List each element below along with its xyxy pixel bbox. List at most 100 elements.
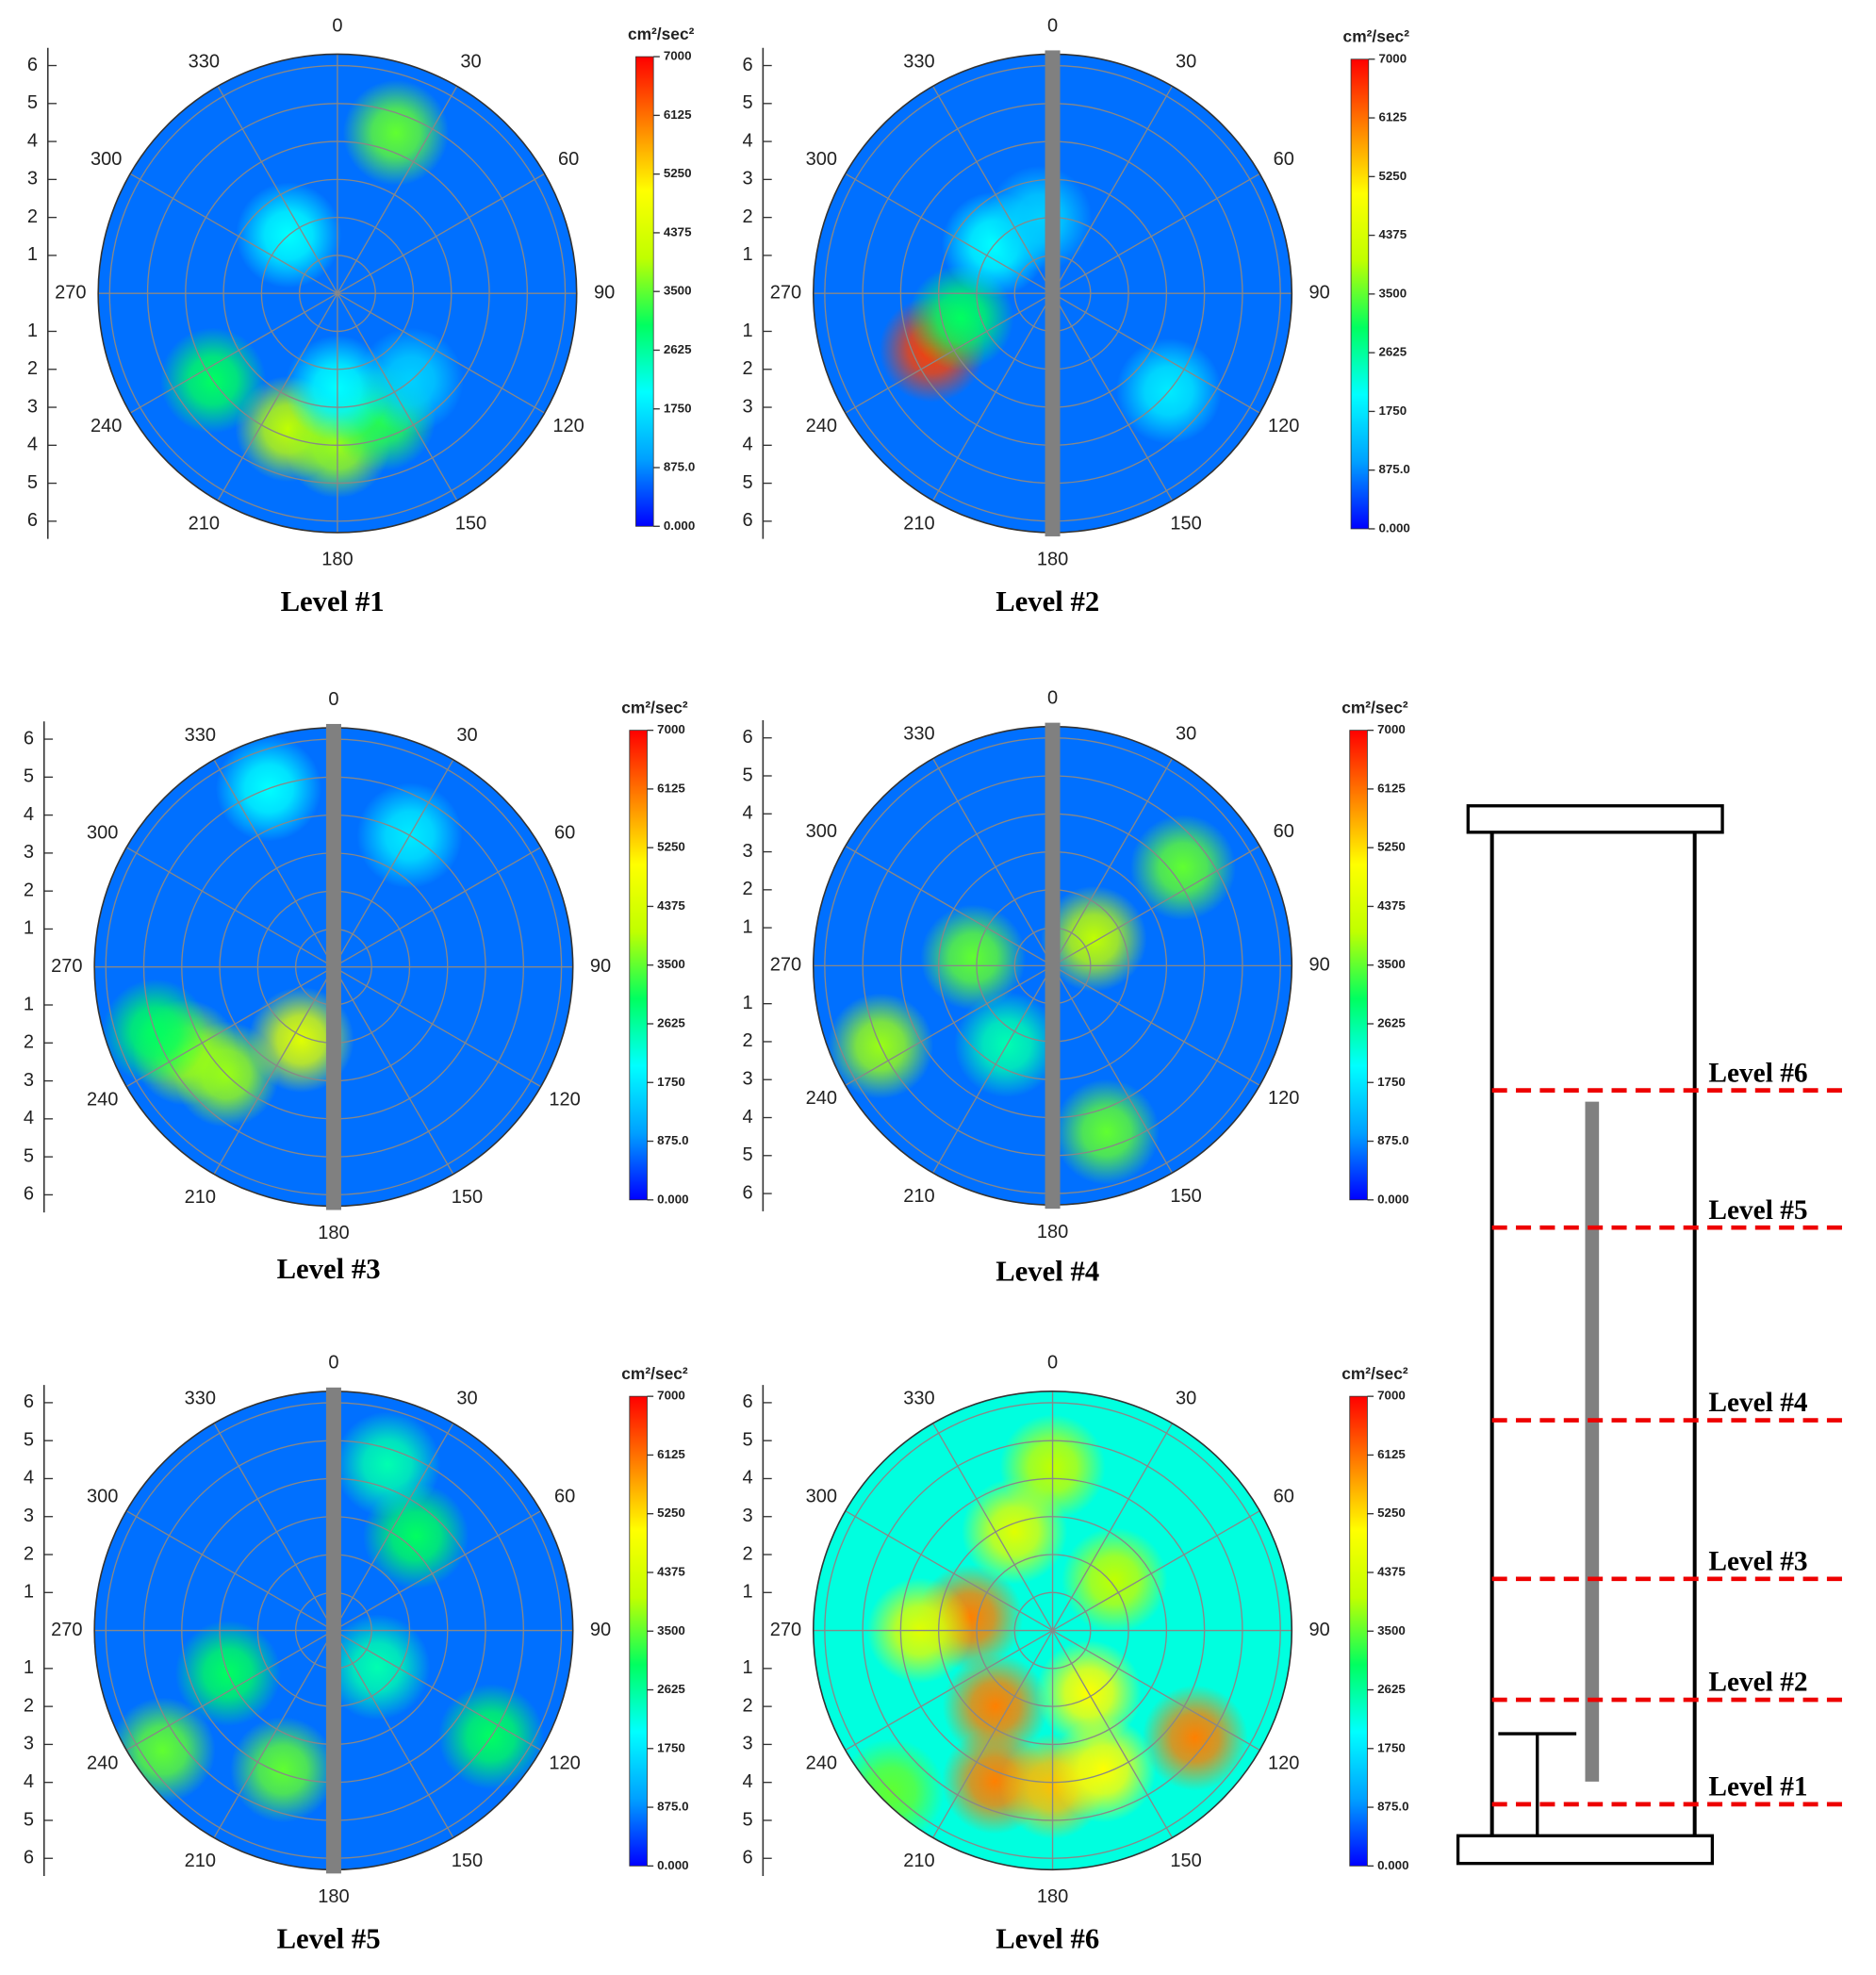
- colorbar-tick-label: 6125: [657, 781, 685, 795]
- angle-label: 300: [87, 1486, 118, 1506]
- r-tick-label: 3: [743, 1069, 753, 1090]
- colorbar-tick-label: 2625: [657, 1682, 685, 1696]
- colorbar-tick-label: 3500: [1377, 1623, 1406, 1638]
- angle-label: 210: [903, 1186, 934, 1207]
- r-tick-label: 6: [27, 510, 38, 531]
- heatmap: [879, 165, 1223, 444]
- angle-label: 180: [318, 1886, 349, 1907]
- angle-label: 0: [1047, 15, 1058, 36]
- r-tick-label: 1: [743, 916, 753, 937]
- r-tick-label: 5: [743, 1809, 753, 1830]
- angle-label: 240: [806, 416, 837, 436]
- r-tick-label: 4: [24, 1468, 34, 1489]
- plot-border: [97, 53, 578, 534]
- r-tick-label: 6: [743, 1391, 753, 1412]
- grid-spoke: [1052, 845, 1260, 966]
- colorbar-tick-label: 1750: [657, 1740, 685, 1754]
- grid-spoke: [333, 1423, 454, 1631]
- angle-label: 330: [185, 725, 216, 746]
- angle-label: 90: [1309, 282, 1330, 303]
- r-tick-label: 1: [743, 244, 753, 265]
- r-tick-label: 1: [24, 994, 34, 1014]
- grid-spoke: [333, 966, 454, 1175]
- colorbar-tick-label: 5250: [1378, 169, 1407, 183]
- grid-spoke: [337, 173, 546, 294]
- angle-label: 270: [770, 955, 801, 976]
- r-tick-label: 5: [24, 1809, 34, 1830]
- angle-label: 210: [903, 514, 934, 535]
- colorbar-tick-label: 3500: [1377, 957, 1406, 971]
- r-tick-label: 6: [743, 55, 753, 75]
- grid-spoke: [1052, 173, 1260, 294]
- r-tick-label: 5: [743, 472, 753, 493]
- r-tick-label: 5: [27, 92, 38, 113]
- r-tick-label: 1: [27, 244, 38, 265]
- angle-label: 240: [806, 1088, 837, 1109]
- r-tick-label: 5: [743, 1429, 753, 1450]
- hotspot: [342, 79, 450, 186]
- colorbar-tick-label: 7000: [657, 722, 685, 736]
- chart-title: Level #4: [996, 1256, 1099, 1288]
- grid-spoke: [932, 292, 1054, 502]
- heatmap: [827, 815, 1236, 1185]
- r-tick-label: 3: [743, 1734, 753, 1754]
- r-tick-label: 1: [24, 1657, 34, 1678]
- r-tick-label: 3: [743, 1506, 753, 1526]
- angle-label: 150: [455, 514, 486, 535]
- r-tick-label: 3: [27, 396, 38, 417]
- angle-label: 210: [903, 1851, 934, 1871]
- r-tick-label: 6: [743, 727, 753, 748]
- r-tick-label: 2: [24, 1695, 34, 1716]
- angle-label: 330: [903, 1389, 934, 1409]
- r-tick-label: 6: [743, 1182, 753, 1203]
- grid-spoke: [1051, 1423, 1173, 1631]
- angle-label: 270: [770, 1620, 801, 1640]
- rod: [1585, 1101, 1600, 1782]
- r-tick-label: 4: [743, 803, 753, 824]
- r-tick-label: 2: [743, 206, 753, 227]
- angle-label: 90: [590, 1620, 611, 1640]
- r-tick-label: 3: [24, 1070, 34, 1091]
- angle-label: 270: [51, 956, 82, 977]
- colorbar-tick-label: 0.000: [664, 518, 695, 533]
- colorbar-tick-label: 5250: [664, 166, 692, 180]
- rod: [325, 723, 341, 1210]
- colorbar-tick-label: 1750: [657, 1075, 685, 1089]
- angle-label: 120: [1268, 416, 1299, 436]
- colorbar-tick-label: 1750: [1377, 1075, 1406, 1089]
- angle-label: 60: [554, 1486, 575, 1506]
- colorbar-tick-label: 4375: [657, 898, 685, 913]
- grid-spoke: [213, 1423, 335, 1631]
- angle-label: 150: [452, 1187, 483, 1208]
- hotspot: [942, 1653, 1049, 1760]
- r-tick-label: 3: [743, 396, 753, 417]
- angle-label: 240: [91, 416, 122, 436]
- colorbar-tick-label: 4375: [657, 1565, 685, 1579]
- colorbar-tick-label: 5250: [1377, 1506, 1406, 1520]
- angle-label: 60: [554, 822, 575, 843]
- angle-label: 240: [806, 1753, 837, 1773]
- r-tick-label: 5: [24, 1429, 34, 1450]
- angle-label: 60: [1274, 1486, 1294, 1506]
- grid-spoke: [932, 1423, 1054, 1631]
- angle-label: 90: [1309, 1620, 1330, 1640]
- angle-label: 330: [903, 723, 934, 744]
- angle-label: 30: [1176, 723, 1196, 744]
- r-tick-label: 1: [743, 321, 753, 341]
- colorbar: [629, 1395, 648, 1867]
- r-tick-label: 4: [743, 1468, 753, 1489]
- r-tick-label: 6: [24, 728, 34, 749]
- colorbar-tick-label: 3500: [657, 1623, 685, 1638]
- colorbar: [635, 56, 654, 527]
- r-tick-label: 4: [743, 435, 753, 455]
- angle-label: 180: [1037, 550, 1068, 570]
- colorbar-tick-label: 6125: [1378, 110, 1407, 124]
- colorbar-label: cm²/sec²: [1341, 699, 1408, 717]
- colorbar-tick-label: 3500: [657, 957, 685, 971]
- colorbar-label: cm²/sec²: [1343, 27, 1410, 46]
- r-tick-label: 5: [24, 766, 34, 787]
- grid-spoke: [217, 292, 338, 502]
- angle-label: 90: [594, 282, 615, 303]
- column-schematic: [1456, 804, 1724, 1866]
- r-tick-label: 4: [743, 1771, 753, 1792]
